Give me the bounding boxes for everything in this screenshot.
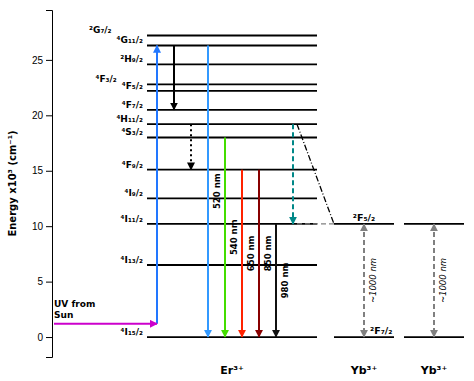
y-axis-title: Energy x10³ (cm⁻¹) [7,130,18,236]
level-label: ²G₇/₂ [89,25,112,35]
tick-mark [46,226,52,227]
tick-label: 25 [32,55,44,66]
level-label: ⁴I₁₃/₂ [121,255,143,265]
transition-arrow [292,124,294,224]
plot: 0 5 10 15 20 25 Energy x10³ (cm⁻¹) 520 nm 540 nm… [7,11,464,378]
transfer-line [297,223,334,224]
marks [54,35,464,337]
energy-level [147,63,317,65]
transfer-line [297,124,334,224]
tick-label: 0 [37,332,43,343]
tick: 20 [32,110,52,121]
uv-arrow [54,323,157,325]
tick-label: 5 [37,276,43,287]
transition-label: ~1000 nm [368,258,378,303]
level-label: ⁴F₅/₂ [122,81,143,91]
level-label: ²H₉/₂ [120,54,143,64]
transition-arrow [224,137,226,337]
level-label: ²F₅/₂ [353,212,375,223]
ion-label: Er³⁺ [220,364,244,377]
tick-label: 20 [32,110,44,121]
energy-level [147,169,317,171]
transition-arrow [190,124,192,169]
level-label: ⁴G₁₁/₂ [117,35,144,45]
transition-arrow [363,224,365,337]
tick-mark [46,115,52,116]
tick: 25 [32,55,52,66]
transition-label: 980 nm [280,263,290,299]
labels: 520 nm 540 nm 650 nm 850 nm 980 nm ~1000 nm ~1… [54,25,448,377]
chart: 0 5 10 15 20 25 Energy x10³ (cm⁻¹) 520 nm 540 nm… [0,0,474,381]
energy-level [147,336,317,338]
transition-arrow [173,45,175,109]
energy-level [147,83,317,85]
y-axis-line [46,11,53,358]
level-label: ⁴I₁₅/₂ [121,327,143,337]
energy-level [147,123,317,125]
ion-label: Yb³⁺ [350,364,378,377]
tick-mark [46,60,52,61]
transition-label: 650 nm [246,235,256,271]
transition-arrow [275,224,277,337]
level-label: ⁴F₇/₂ [122,100,143,110]
transition-arrow [258,170,260,337]
tick-mark [46,337,52,338]
level-label: ⁴I₁₁/₂ [121,214,143,224]
transition-arrow [241,170,243,337]
level-label: ⁴I₉/₂ [125,188,144,198]
tick-mark [46,282,52,283]
tick-mark [46,171,52,172]
energy-level [147,35,317,37]
transition-arrow [433,224,435,337]
tick: 15 [32,165,52,176]
energy-level [147,45,317,47]
energy-level [147,137,317,139]
transition-arrow [156,45,158,323]
transition-label: 540 nm [229,219,239,255]
level-label: ⁴F₃/₂ [95,74,116,84]
tick-label: 10 [32,221,44,232]
uv-label: UV fromSun [54,299,95,320]
energy-level [147,264,317,266]
energy-level [147,90,317,92]
y-axis: 0 5 10 15 20 25 [32,11,53,358]
level-label: ⁴S₃/₂ [121,127,143,137]
level-label: ⁴F₉/₂ [122,160,143,170]
transition-label: 520 nm [212,173,222,209]
transition-label: ~1000 nm [438,258,448,303]
energy-level [147,198,317,200]
transition-label: 850 nm [263,235,273,271]
tick: 5 [37,276,52,287]
level-label: ⁴H₁₁/₂ [116,114,143,124]
energy-level [147,109,317,111]
tick: 10 [32,221,52,232]
tick: 0 [37,332,52,343]
level-label: ²F₇/₂ [370,325,392,336]
tick-label: 15 [32,165,44,176]
transition-arrow [207,45,209,337]
ion-label: Yb³⁺ [420,364,448,377]
